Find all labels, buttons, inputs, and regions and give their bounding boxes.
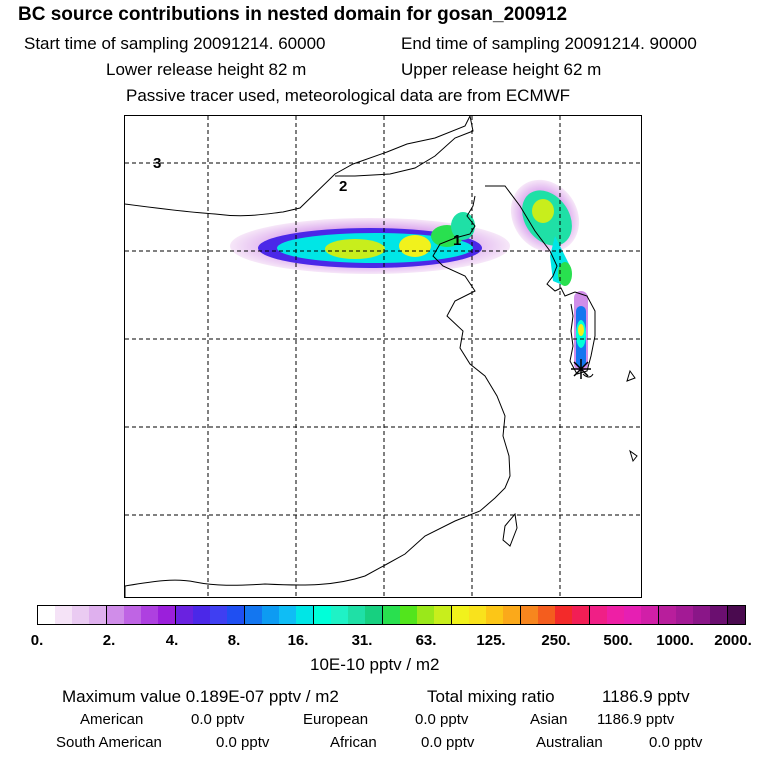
colorbar-tick: 250. [541,632,571,649]
colorbar-swatch [693,606,710,624]
colorbar-swatch [434,606,451,624]
plume-south [574,291,588,371]
colorbar-swatch [89,606,106,624]
colorbar-swatch [503,606,520,624]
chart-title: BC source contributions in nested domain… [18,4,568,25]
colorbar-swatch [607,606,624,624]
region-name: Australian [536,734,603,751]
colorbar-swatch [676,606,693,624]
region-label-3: 3 [153,155,161,172]
lower-release-label: Lower release height 82 m [106,60,307,79]
colorbar-tick: 16. [287,632,309,649]
region-name: American [80,711,144,728]
colorbar-tick: 4. [165,632,179,649]
region-value: 0.0 pptv [421,734,475,751]
region-value: 0.0 pptv [649,734,703,751]
colorbar-swatch [451,606,469,624]
colorbar-swatch [313,606,331,624]
upper-release-label: Upper release height 62 m [401,60,602,79]
plume-west [230,212,510,274]
coastlines [125,116,638,597]
colorbar-tick: 2000. [714,632,752,649]
region-label-2: 2 [339,178,347,195]
colorbar-swatch [55,606,72,624]
colorbar-swatch [124,606,141,624]
colorbar-swatch [279,606,296,624]
colorbar-tick: 2. [102,632,116,649]
map-canvas: 1 2 3 [125,116,641,597]
colorbar [37,605,746,625]
region-label-1: 1 [453,232,461,249]
sampling-start-label: Start time of sampling 20091214. 60000 [24,34,326,53]
colorbar-swatch [141,606,158,624]
colorbar-swatch [538,606,555,624]
colorbar-swatch [244,606,262,624]
colorbar-swatch [400,606,417,624]
colorbar-swatch [555,606,572,624]
colorbar-swatch [348,606,365,624]
colorbar-tick: 125. [476,632,506,649]
region-name: South American [56,734,162,751]
region-name: European [303,711,369,728]
sampling-end-label: End time of sampling 20091214. 90000 [401,34,697,53]
colorbar-swatch [175,606,193,624]
region-value: 1186.9 pptv [597,711,675,728]
colorbar-swatch [106,606,124,624]
colorbar-swatch [727,606,745,624]
star-icon [571,359,591,379]
colorbar-swatch [710,606,727,624]
colorbar-swatch [624,606,641,624]
colorbar-swatch [486,606,503,624]
colorbar-swatch [331,606,348,624]
colorbar-swatch [193,606,210,624]
colorbar-swatch [589,606,607,624]
colorbar-swatch [641,606,658,624]
colorbar-units: 10E-10 pptv / m2 [310,655,440,674]
colorbar-swatch [210,606,227,624]
colorbar-swatch [158,606,175,624]
colorbar-swatch [417,606,434,624]
colorbar-tick: 31. [351,632,373,649]
colorbar-swatch [365,606,382,624]
region-name: Asian [530,711,568,728]
map-panel: 1 2 3 [124,115,642,598]
colorbar-tick: 0. [30,632,44,649]
max-value-label: Maximum value 0.189E-07 pptv / m2 [62,687,339,706]
region-name: African [330,734,377,751]
region-value: 0.0 pptv [216,734,270,751]
colorbar-swatch [296,606,313,624]
colorbar-swatch [38,606,55,624]
colorbar-swatch [72,606,89,624]
graticule [125,116,641,597]
colorbar-tick: 1000. [656,632,694,649]
colorbar-swatch [227,606,244,624]
tracer-note: Passive tracer used, meteorological data… [126,86,571,105]
total-mixing-value: 1186.9 pptv [602,687,690,706]
colorbar-tick: 500. [603,632,633,649]
colorbar-swatch [262,606,279,624]
colorbar-swatch [572,606,589,624]
total-mixing-label: Total mixing ratio [427,687,555,706]
colorbar-tick: 63. [415,632,437,649]
region-value: 0.0 pptv [415,711,469,728]
colorbar-swatch [469,606,486,624]
colorbar-tick: 8. [227,632,241,649]
region-value: 0.0 pptv [191,711,245,728]
colorbar-swatch [382,606,400,624]
colorbar-swatch [658,606,676,624]
colorbar-swatch [520,606,538,624]
plume-northeast [510,179,580,286]
